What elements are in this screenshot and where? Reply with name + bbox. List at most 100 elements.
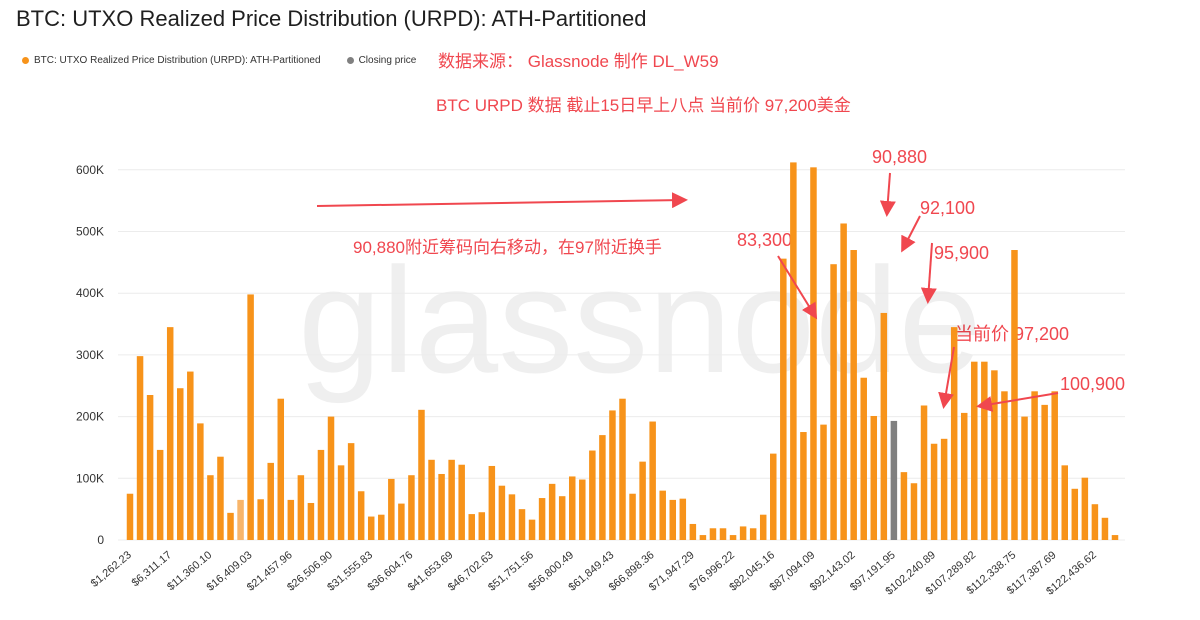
- bar[interactable]: [749, 528, 757, 540]
- bar[interactable]: [1101, 517, 1109, 540]
- bar[interactable]: [408, 475, 415, 540]
- bar[interactable]: [971, 361, 978, 540]
- bar[interactable]: [398, 503, 405, 540]
- bar[interactable]: [498, 485, 506, 540]
- bar[interactable]: [146, 395, 154, 540]
- bar[interactable]: [307, 502, 315, 540]
- bar[interactable]: [659, 490, 666, 540]
- bar[interactable]: [558, 496, 566, 540]
- bar[interactable]: [367, 516, 375, 540]
- bar[interactable]: [810, 167, 817, 540]
- bar[interactable]: [1031, 391, 1038, 540]
- bar[interactable]: [1011, 250, 1018, 540]
- bar[interactable]: [227, 512, 234, 540]
- bar[interactable]: [689, 523, 697, 540]
- bar[interactable]: [759, 514, 767, 540]
- bar[interactable]: [136, 356, 144, 540]
- bar[interactable]: [609, 410, 616, 540]
- bar[interactable]: [729, 535, 737, 540]
- bar[interactable]: [940, 438, 948, 540]
- bar[interactable]: [217, 456, 224, 540]
- bar[interactable]: [267, 462, 274, 540]
- bar[interactable]: [709, 528, 717, 540]
- bar[interactable]: [166, 327, 174, 540]
- bar[interactable]: [699, 535, 707, 540]
- bar[interactable]: [257, 499, 264, 540]
- bar[interactable]: [287, 499, 295, 540]
- bar[interactable]: [991, 370, 998, 540]
- bar[interactable]: [488, 465, 496, 540]
- bar[interactable]: [187, 371, 194, 540]
- bar[interactable]: [770, 453, 777, 540]
- bar[interactable]: [528, 519, 536, 540]
- bar[interactable]: [277, 398, 285, 540]
- bar[interactable]: [599, 435, 606, 540]
- bar[interactable]: [126, 493, 134, 540]
- bar[interactable]: [1051, 391, 1058, 540]
- bar[interactable]: [629, 493, 636, 540]
- bar[interactable]: [468, 514, 475, 540]
- bar[interactable]: [579, 479, 586, 540]
- bar[interactable]: [669, 499, 677, 540]
- bar[interactable]: [1061, 465, 1068, 540]
- bar[interactable]: [337, 465, 345, 540]
- bar[interactable]: [920, 405, 928, 540]
- bar[interactable]: [589, 450, 596, 540]
- bar[interactable]: [478, 512, 486, 540]
- bar[interactable]: [950, 327, 958, 540]
- bar[interactable]: [830, 264, 837, 540]
- bar[interactable]: [619, 398, 626, 540]
- bar[interactable]: [156, 449, 164, 540]
- bar[interactable]: [237, 499, 244, 540]
- bar[interactable]: [1021, 416, 1028, 540]
- bar[interactable]: [739, 526, 747, 540]
- bar[interactable]: [960, 412, 968, 540]
- bar[interactable]: [568, 476, 576, 540]
- bar[interactable]: [1001, 391, 1008, 540]
- bar[interactable]: [247, 294, 254, 540]
- bar[interactable]: [538, 498, 546, 540]
- bar[interactable]: [1081, 477, 1089, 540]
- bar[interactable]: [508, 494, 516, 540]
- bar[interactable]: [930, 443, 938, 540]
- bar[interactable]: [197, 423, 204, 540]
- bar[interactable]: [388, 478, 395, 540]
- bar[interactable]: [428, 459, 435, 540]
- bar[interactable]: [207, 475, 214, 540]
- bar[interactable]: [639, 461, 646, 540]
- bar[interactable]: [347, 443, 355, 540]
- bar[interactable]: [880, 312, 888, 540]
- bar[interactable]: [1041, 404, 1048, 540]
- bar[interactable]: [679, 498, 687, 540]
- bar[interactable]: [649, 421, 656, 540]
- bar[interactable]: [840, 223, 847, 540]
- bar[interactable]: [790, 162, 797, 540]
- bar[interactable]: [448, 459, 455, 540]
- bar[interactable]: [548, 483, 556, 540]
- bar[interactable]: [780, 258, 787, 540]
- bar[interactable]: [297, 475, 305, 540]
- bar[interactable]: [177, 388, 184, 540]
- bar[interactable]: [418, 409, 425, 540]
- bar[interactable]: [1071, 488, 1079, 540]
- bar[interactable]: [1111, 535, 1119, 540]
- bar[interactable]: [820, 424, 827, 540]
- bar[interactable]: [378, 514, 385, 540]
- bar[interactable]: [870, 415, 878, 540]
- bar[interactable]: [900, 472, 908, 540]
- bar[interactable]: [910, 483, 918, 540]
- bar[interactable]: [357, 491, 365, 540]
- bar[interactable]: [327, 416, 335, 540]
- bar[interactable]: [860, 377, 867, 540]
- bar[interactable]: [1091, 504, 1099, 540]
- bar[interactable]: [518, 509, 526, 540]
- closing-price-bar[interactable]: [890, 420, 898, 540]
- bar[interactable]: [981, 361, 988, 540]
- bar[interactable]: [850, 250, 857, 540]
- bar[interactable]: [458, 464, 465, 540]
- legend-item-closing-price[interactable]: Closing price: [346, 55, 416, 66]
- legend-item-urpd[interactable]: BTC: UTXO Realized Price Distribution (U…: [22, 55, 321, 66]
- bar[interactable]: [438, 473, 445, 540]
- bar[interactable]: [719, 528, 727, 540]
- bar[interactable]: [317, 449, 325, 540]
